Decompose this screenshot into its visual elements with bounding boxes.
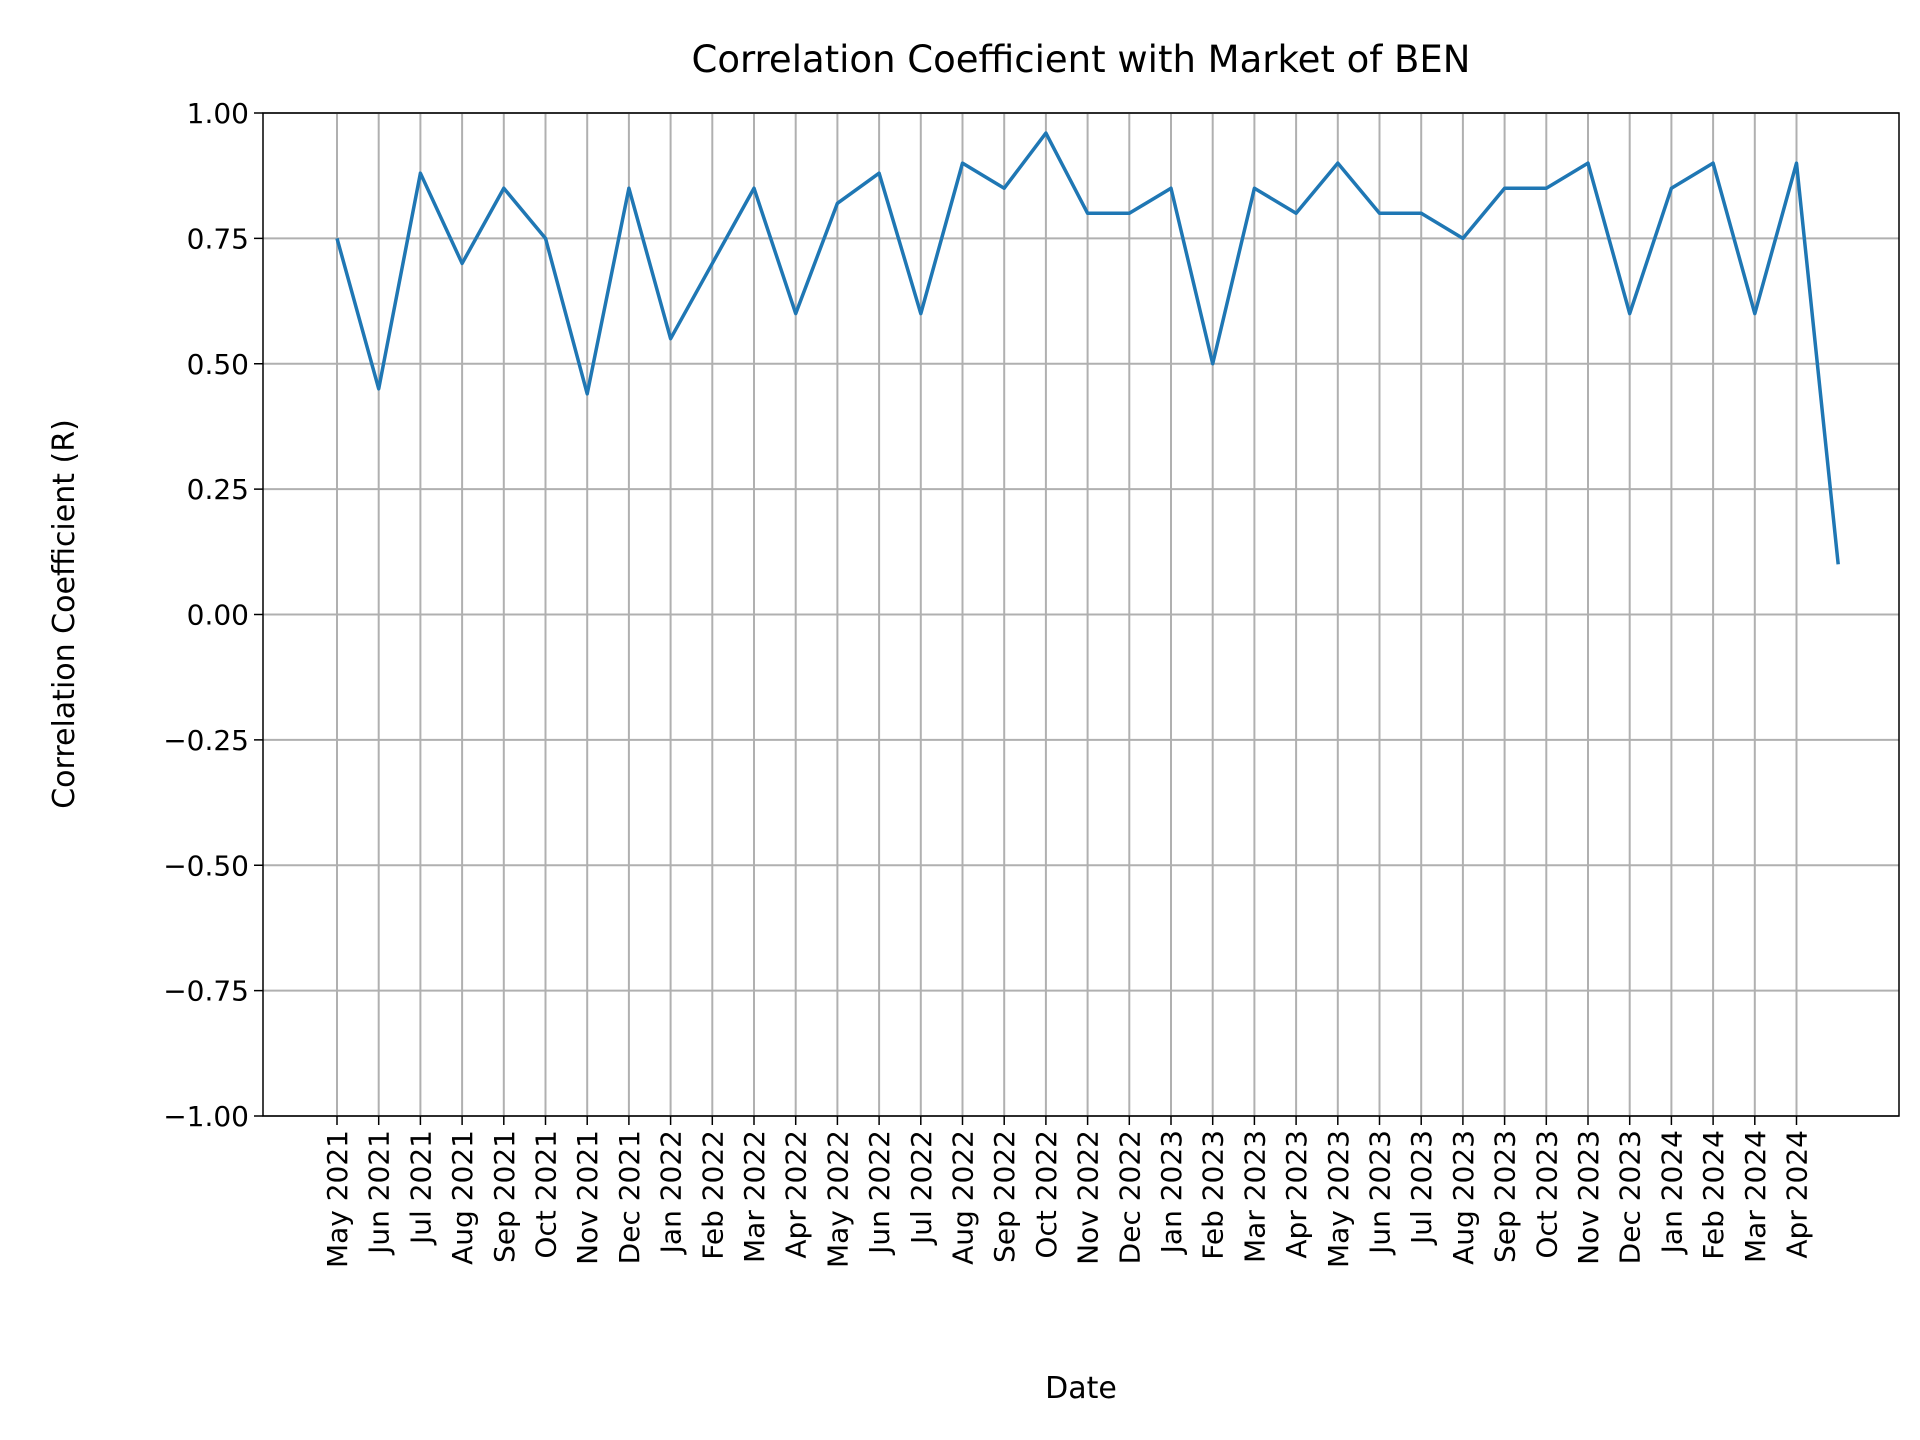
y-tick-label: 0.75 [187, 222, 249, 255]
x-tick-label: May 2022 [821, 1130, 854, 1268]
data-line [335, 131, 1840, 565]
x-tick-label: Mar 2024 [1739, 1130, 1772, 1263]
y-tick-label: 1.00 [187, 97, 249, 130]
x-tick-label: Aug 2022 [947, 1130, 980, 1265]
y-tick-label: 0.25 [187, 473, 249, 506]
x-tick-label: Jul 2021 [404, 1130, 437, 1246]
x-tick-label: Jul 2023 [1405, 1130, 1438, 1246]
x-tick-label: Jun 2023 [1364, 1130, 1397, 1256]
x-tick-label: Jan 2022 [655, 1130, 688, 1255]
plot-frame [262, 112, 1900, 1117]
y-tick-label: −0.50 [163, 849, 249, 882]
x-tick-label: Dec 2021 [613, 1130, 646, 1264]
y-tick-label: −0.25 [163, 724, 249, 757]
x-tick-label: May 2023 [1322, 1130, 1355, 1268]
x-tick-label: Sep 2023 [1489, 1130, 1522, 1263]
x-tick-label: Apr 2024 [1781, 1130, 1814, 1259]
x-axis-label: Date [1045, 1371, 1117, 1406]
x-tick-label: Dec 2023 [1614, 1130, 1647, 1264]
x-tick-label: May 2021 [321, 1130, 354, 1268]
x-tick-label: Mar 2022 [738, 1130, 771, 1263]
x-tick-label: Feb 2023 [1197, 1130, 1230, 1260]
y-axis-label: Correlation Coefficient (R) [47, 419, 82, 809]
x-tick-label: Feb 2024 [1697, 1130, 1730, 1260]
x-tick-label: Apr 2023 [1280, 1130, 1313, 1259]
y-tick-label: 0.50 [187, 348, 249, 381]
y-tick-label: −0.75 [163, 975, 249, 1008]
x-tick-label: Oct 2021 [530, 1130, 563, 1259]
x-tick-label: Jan 2024 [1655, 1130, 1688, 1255]
x-tick-label: Oct 2023 [1530, 1130, 1563, 1259]
x-tick-label: Aug 2021 [446, 1130, 479, 1265]
x-tick-label: Jun 2022 [863, 1130, 896, 1256]
x-tick-label: Nov 2022 [1072, 1130, 1105, 1265]
x-tick-label: Jul 2022 [905, 1130, 938, 1246]
y-tick-label: −1.00 [163, 1100, 249, 1133]
x-tick-label: Feb 2022 [696, 1130, 729, 1260]
x-tick-label: Aug 2023 [1447, 1130, 1480, 1265]
x-tick-label: Sep 2022 [988, 1130, 1021, 1263]
chart-title: Correlation Coefficient with Market of B… [692, 38, 1471, 81]
x-tick-label: Nov 2023 [1572, 1130, 1605, 1265]
y-tick-label: 0.00 [187, 599, 249, 632]
x-tick-label: Mar 2023 [1238, 1130, 1271, 1263]
x-tick-label: Jan 2023 [1155, 1130, 1188, 1255]
x-tick-label: Sep 2021 [488, 1130, 521, 1263]
x-tick-label: Jun 2021 [363, 1130, 396, 1256]
x-tick-label: Nov 2021 [571, 1130, 604, 1265]
x-tick-label: Dec 2022 [1113, 1130, 1146, 1264]
x-tick-label: Apr 2022 [780, 1130, 813, 1259]
x-tick-label: Oct 2022 [1030, 1130, 1063, 1259]
